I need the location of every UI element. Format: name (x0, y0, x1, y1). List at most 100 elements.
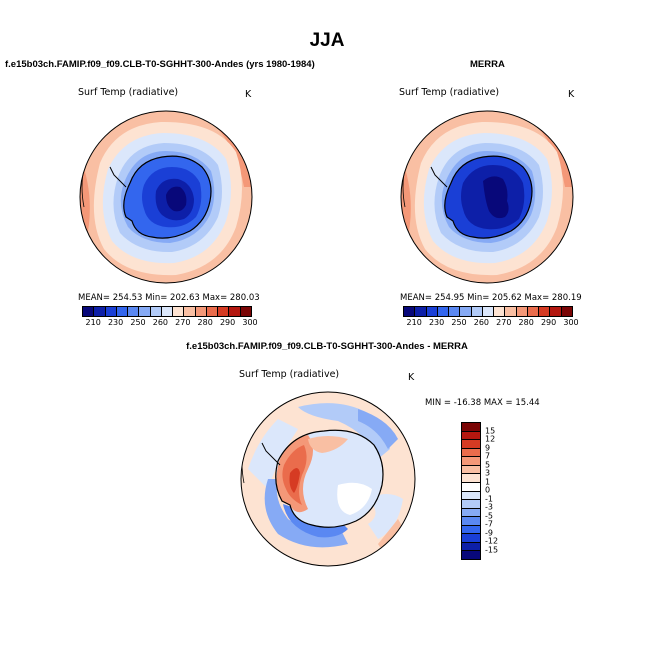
model-colorbar (82, 306, 252, 317)
diff-peninsula-outline (261, 442, 281, 466)
model-units-label: K (245, 89, 252, 100)
colorbar-swatch (206, 307, 219, 316)
colorbar-swatch (105, 307, 117, 316)
colorbar-tick-label: 280 (197, 318, 213, 327)
page-title: JJA (309, 30, 345, 51)
colorbar-swatch (240, 307, 251, 316)
diff-coastline (275, 429, 384, 528)
colorbar-tick-label: 15 (485, 426, 496, 435)
colorbar-tick-label: 250 (451, 318, 467, 327)
colorbar-swatch (229, 307, 241, 316)
obs-colorbar-ticks: 210 230 250 260 270 280 290 300 (403, 318, 579, 330)
colorbar-swatch (139, 307, 151, 316)
colorbar-tick-label: 1 (485, 477, 491, 486)
diff-east-cool-patch (368, 494, 403, 539)
diff-map-border (240, 391, 416, 567)
colorbar-tick-label: 280 (518, 318, 534, 327)
colorbar-swatch (415, 307, 427, 316)
colorbar-swatch (184, 307, 196, 316)
model-coastline (123, 155, 212, 239)
colorbar-tick-label: 210 (406, 318, 422, 327)
colorbar-swatch (471, 307, 483, 316)
obs-peninsula-outline (430, 166, 448, 188)
colorbar-tick-label: -12 (485, 536, 499, 546)
colorbar-swatch (462, 440, 480, 449)
colorbar-tick-label: -15 (485, 545, 499, 554)
diff-west-antarctica-hottest (289, 468, 300, 493)
obs-polar-map (400, 110, 574, 284)
model-antarctica-coldest (166, 186, 187, 212)
colorbar-swatch (449, 307, 461, 316)
model-colorbar-ticks: 210 230 250 260 270 280 290 300 (82, 318, 258, 330)
colorbar-tick-label: 230 (428, 318, 445, 327)
diff-units-label: K (408, 372, 415, 383)
obs-variable-label: Surf Temp (radiative) (399, 87, 500, 98)
colorbar-swatch (426, 307, 438, 316)
obs-coastline (444, 155, 533, 239)
colorbar-swatch (462, 474, 480, 483)
colorbar-tick-label: 300 (242, 318, 258, 327)
colorbar-tick-label: 5 (485, 460, 491, 469)
colorbar-swatch (462, 551, 480, 559)
diff-east-antarctica-neutral (337, 482, 372, 515)
obs-colorbar (403, 306, 573, 317)
diff-stats: MIN = -16.38 MAX = 15.44 (425, 398, 540, 408)
colorbar-tick-label: -1 (485, 494, 493, 503)
colorbar-swatch (462, 500, 480, 509)
colorbar-swatch (404, 307, 416, 316)
colorbar-swatch (561, 307, 572, 316)
colorbar-swatch (462, 457, 480, 466)
diff-variable-label: Surf Temp (radiative) (239, 369, 340, 380)
diff-panel-title: f.e15b03ch.FAMIP.f09_f09.CLB-T0-SGHHT-30… (186, 341, 468, 352)
colorbar-tick-label: -7 (485, 519, 493, 529)
diff-west-cool-patch (248, 419, 298, 489)
colorbar-tick-label: 290 (540, 318, 557, 327)
colorbar-tick-label: -3 (485, 502, 493, 512)
model-panel-title: f.e15b03ch.FAMIP.f09_f09.CLB-T0-SGHHT-30… (5, 59, 315, 70)
colorbar-swatch (116, 307, 129, 316)
model-stats: MEAN= 254.53 Min= 202.63 Max= 280.03 (78, 293, 260, 303)
obs-antarctica-coldest (483, 176, 509, 219)
colorbar-swatch (161, 307, 174, 316)
colorbar-tick-label: 230 (107, 318, 124, 327)
diff-east-antarctica-warm (308, 436, 348, 453)
colorbar-swatch (505, 307, 517, 316)
colorbar-swatch (550, 307, 562, 316)
colorbar-tick-label: -9 (485, 528, 493, 537)
colorbar-swatch (539, 307, 551, 316)
colorbar-tick-label: 3 (485, 468, 491, 478)
colorbar-tick-label: 12 (485, 434, 496, 444)
colorbar-swatch (462, 534, 480, 543)
colorbar-swatch (128, 307, 140, 316)
colorbar-swatch (462, 517, 480, 526)
colorbar-swatch (462, 431, 480, 441)
colorbar-swatch (462, 465, 480, 475)
colorbar-tick-label: 290 (219, 318, 236, 327)
model-variable-label: Surf Temp (radiative) (78, 87, 179, 98)
diff-polar-map (240, 391, 416, 567)
colorbar-swatch (195, 307, 207, 316)
obs-stats: MEAN= 254.95 Min= 205.62 Max= 280.19 (400, 293, 582, 303)
colorbar-swatch (83, 307, 95, 316)
colorbar-swatch (462, 491, 480, 501)
colorbar-swatch (460, 307, 472, 316)
colorbar-tick-label: 300 (563, 318, 579, 327)
colorbar-swatch (462, 423, 480, 432)
colorbar-swatch (482, 307, 495, 316)
model-map-border (79, 110, 253, 284)
colorbar-swatch (527, 307, 540, 316)
obs-units-label: K (568, 89, 575, 100)
colorbar-tick-label: 210 (85, 318, 101, 327)
colorbar-tick-label: 270 (175, 318, 191, 327)
colorbar-tick-label: 0 (485, 485, 491, 495)
colorbar-swatch (94, 307, 106, 316)
colorbar-swatch (150, 307, 162, 316)
colorbar-swatch (462, 508, 480, 518)
colorbar-swatch (218, 307, 230, 316)
colorbar-swatch (173, 307, 185, 316)
diff-colorbar-ticks: 15 12 9 7 5 3 1 0 -1 -3 -5 -7 -9 -12 -15 (485, 422, 515, 558)
diff-northeast-cool-patch (358, 409, 398, 449)
colorbar-tick-label: -5 (485, 511, 493, 520)
colorbar-swatch (494, 307, 506, 316)
model-peninsula-outline (109, 166, 127, 188)
